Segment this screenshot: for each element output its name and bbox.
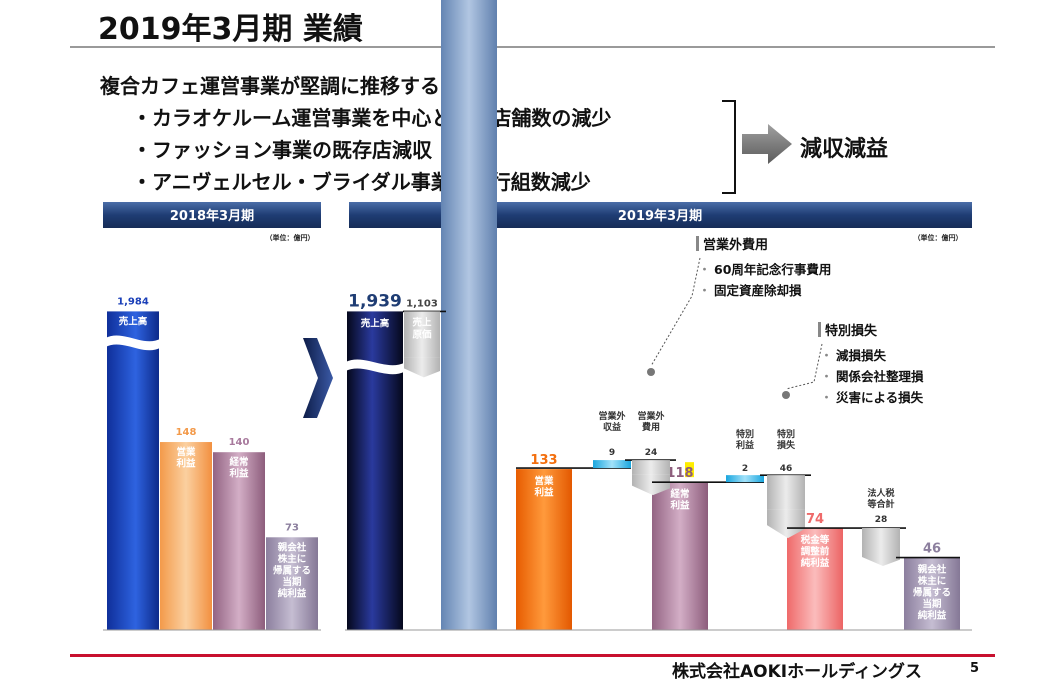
fy2018-value-label-2: 148	[176, 427, 197, 438]
annotation-nonoperating-item-2: 固定資産除却損	[714, 283, 802, 298]
fy2019-step-8-value-label: 118	[666, 466, 693, 481]
annotation-nonoperating-dot	[647, 368, 655, 376]
fy2019-step-2-funnel	[404, 357, 440, 378]
fy2019-step-5-bar	[516, 469, 572, 630]
fy2018-bar-label-2: 営業利益	[175, 446, 196, 470]
fy2019-step-12-bar	[862, 528, 900, 547]
fy2018-unit-note: （単位：億円）	[266, 233, 315, 242]
annotation-nonoperating-bullet-2: ・	[699, 284, 710, 297]
fy2019-step-1-label: 売上高	[361, 317, 390, 329]
annotation-extraordinary-bullet-3: ・	[821, 391, 832, 404]
fy2019-step-10-funnel	[767, 509, 805, 539]
fy2019-step-1-value-label: 1,939	[348, 291, 402, 311]
fy2019-step-13-value-label: 46	[923, 542, 941, 557]
fy2019-step-10-label: 特別損失	[777, 428, 796, 451]
fy2019-step-6-value-label: 9	[609, 448, 615, 458]
fy2019-header-label: 2019年3月期	[618, 208, 702, 224]
fy2018-header-label: 2018年3月期	[170, 208, 254, 224]
footer-divider	[70, 654, 995, 657]
title-divider	[70, 46, 995, 48]
annotation-extraordinary-item-1: 減損損失	[836, 348, 887, 363]
fy2019-unit-note: （単位：億円）	[914, 233, 963, 242]
fy2019-step-12-label: 法人税等合計	[866, 487, 894, 510]
fy2018-value-label-4: 73	[285, 522, 299, 533]
fy2019-step-9-bar	[726, 475, 764, 483]
right-arrow-icon	[742, 124, 792, 164]
annotation-extraordinary-title: 特別損失	[825, 323, 878, 339]
fy2019-step-6-bar	[593, 460, 631, 469]
summary-bracket	[722, 100, 736, 194]
fy2018-bar-break	[105, 335, 161, 351]
annotation-extraordinary-item-2: 関係会社整理損	[836, 369, 924, 384]
fy2018-bar-2	[160, 442, 212, 630]
summary-bullet-3: ・アニヴェルセル・ブライダル事業の施行組数減少	[132, 170, 591, 194]
fy2019-step-10-value-label: 46	[780, 464, 793, 474]
fy2019-step-3-bar	[441, 0, 497, 630]
fy2019-step-8-label: 経常利益	[669, 488, 690, 512]
fy2019-step-7-label: 営業外費用	[637, 410, 664, 433]
annotation-nonoperating-item-1: 60周年記念行事費用	[714, 262, 831, 277]
annotation-extraordinary-marker	[818, 322, 821, 337]
fy2019-step-5-label: 営業利益	[533, 475, 554, 499]
fy2019-ordinary-highlight	[685, 462, 694, 478]
page-title: 2019年3月期 業績	[98, 12, 363, 47]
fy2019-step-2-value-label: 1,103	[406, 298, 438, 309]
fy2018-bar-1	[107, 311, 159, 630]
fy2018-value-label-1: 1,984	[117, 296, 149, 307]
fy2019-step-8-bar	[652, 482, 708, 630]
result-text: 減収減益	[800, 137, 889, 162]
fy2018-bar-label-4: 親会社株主に帰属する当期純利益	[273, 541, 311, 599]
fy2019-step-7-bar	[632, 460, 670, 475]
company-name: 株式会社AOKIホールディングス	[672, 662, 922, 682]
fy2019-step-7-funnel	[632, 474, 670, 496]
fy2018-bar-4	[266, 537, 318, 630]
fy2019-step-11-bar	[787, 528, 843, 630]
fy2019-step-2-bar	[404, 311, 440, 358]
fy2018-header-band	[103, 202, 321, 228]
fy2019-step-9-label: 特別利益	[735, 428, 754, 451]
fy2019-step-13-label: 親会社株主に帰属する当期純利益	[913, 564, 951, 622]
annotation-extraordinary-leader	[785, 343, 823, 390]
transition-arrow	[303, 338, 333, 418]
fy2018-bar-label-3: 経常利益	[228, 456, 249, 480]
fy2019-step-12-value-label: 28	[875, 515, 888, 525]
fy2019-step-11-label: 税金等調整前純利益	[801, 534, 830, 569]
fy2018-bar-3	[213, 452, 265, 630]
annotation-extraordinary-bullet-2: ・	[821, 370, 832, 383]
summary-lead: 複合カフェ運営事業が堅調に推移するも	[100, 74, 460, 98]
fy2019-step-7-value-label: 24	[645, 448, 658, 458]
summary-bullet-1: ・カラオケルーム運営事業を中心とした店舗数の減少	[132, 106, 612, 130]
annotation-extraordinary-bullet-1: ・	[821, 349, 832, 362]
fy2018-value-label-3: 140	[229, 437, 250, 448]
summary-bullet-2: ・ファッション事業の既存店減収	[132, 138, 432, 162]
fy2019-step-6-label: 営業外収益	[598, 410, 625, 433]
annotation-extraordinary-dot	[782, 391, 790, 399]
fy2019-step-12-funnel	[862, 546, 900, 567]
annotation-nonoperating-marker	[696, 236, 699, 251]
fy2019-step-2-label: 売上原価	[412, 316, 432, 340]
fy2018-bar-label-1: 売上高	[119, 315, 148, 327]
fy2019-sales-break	[345, 359, 405, 375]
annotation-nonoperating-title: 営業外費用	[703, 237, 768, 253]
annotation-nonoperating-leader	[650, 257, 701, 367]
fy2019-step-1-bar	[347, 311, 403, 630]
fy2019-step-10-bar	[767, 475, 805, 510]
annotation-nonoperating-bullet-1: ・	[699, 263, 710, 276]
fy2019-step-11-value-label: 74	[806, 512, 824, 527]
fy2019-step-9-value-label: 2	[742, 464, 748, 474]
annotation-extraordinary-item-3: 災害による損失	[835, 390, 924, 405]
fy2019-step-5-value-label: 133	[530, 453, 557, 468]
page-number: 5	[970, 661, 980, 676]
fy2019-step-13-bar	[904, 557, 960, 630]
